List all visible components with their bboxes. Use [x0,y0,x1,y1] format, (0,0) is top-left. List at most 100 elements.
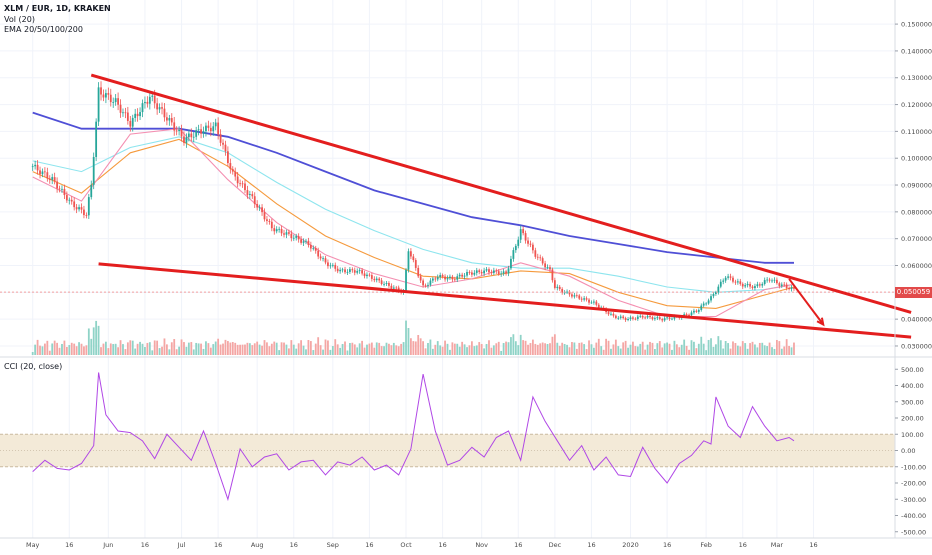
cci-band [0,433,895,468]
candle-body [56,181,58,189]
candle-body [256,203,259,208]
volume-bar [39,345,41,355]
ema-lines [32,111,795,318]
volume-bar [292,344,295,355]
candle-body [471,272,473,275]
volume-bar [373,347,376,355]
candle-body [46,172,49,179]
volume-bar [602,349,605,355]
volume-bar [402,342,405,355]
volume-bar [488,340,490,355]
candle-body [329,265,332,267]
time-tick-label: 16 [663,541,671,549]
volume-bar [729,348,732,355]
projection-arrow-shaft[interactable] [788,278,825,326]
candle-body [607,312,610,315]
candle-body [778,283,781,286]
time-tick-label: Jun [102,541,113,549]
candle-body [561,289,564,293]
volume-bar [217,338,220,355]
candle-body [497,271,500,275]
volume-bar [551,336,554,355]
candle-body [214,122,217,127]
price-tick-label: 0.130000 [901,74,932,82]
candle-body [266,219,268,221]
volume-bar [605,338,607,355]
volume-bar [117,347,119,355]
volume-bar [644,349,647,355]
cci-legend: CCI (20, close) [4,362,63,371]
volume-bar [300,340,302,355]
candle-body [431,278,434,281]
volume-bar [788,345,790,355]
candle-body [668,317,671,320]
candle-body [209,127,212,132]
time-tick-label: 16 [141,541,149,549]
trendlines[interactable] [90,73,912,339]
candle-body [585,298,588,300]
candle-body [710,296,712,301]
volume-bar [627,347,629,355]
volume-bar [785,339,788,355]
volume-bar [56,342,58,355]
volume-bar [514,341,517,355]
volume-bar [683,339,686,355]
candle-body [185,137,188,143]
volume-bar [478,342,481,355]
candle-body [158,107,161,110]
volume-bar [236,344,239,355]
volume-bar [522,340,525,355]
volume-bar [553,334,556,355]
candle-body [285,232,288,235]
volume-bar [122,344,124,355]
volume-bar [68,345,71,355]
volume-bar [44,343,46,355]
candle-body [490,272,493,274]
candle-body [275,229,278,232]
candle-body [661,319,664,321]
candle-body [407,251,410,270]
price-tick-label: 0.120000 [901,101,932,109]
candle-body [705,303,708,305]
candle-body [736,281,739,283]
candle-body [788,287,790,290]
volume-bar [607,340,610,355]
time-tick-label: 16 [65,541,73,549]
candle-body [122,112,124,114]
projection-arrow-head[interactable] [816,317,825,327]
candle-body [744,285,747,287]
ema-200-line [32,111,794,264]
volume-bar [571,342,573,355]
candle-body [346,271,349,273]
candle-body [422,280,424,286]
cci-tick-label: 300.00 [901,398,924,406]
candle-body [314,248,317,251]
price-tick-label: 0.040000 [901,316,932,324]
upper-trendline[interactable] [90,73,912,314]
volume-bar [668,343,671,355]
ema-100-line [32,136,795,293]
volume-bar [139,341,141,355]
candle-body [270,221,273,229]
volume-bar [410,338,412,355]
volume-bar [710,338,712,355]
volume-bars [31,320,795,355]
volume-bar [534,343,537,355]
volume-bar [322,349,324,355]
candle-body [702,303,705,306]
volume-bar [349,343,351,355]
candle-body [583,298,586,300]
volume-bar [527,344,529,355]
volume-bar [314,343,317,355]
candle-body [319,256,322,259]
lower-trendline[interactable] [98,262,912,339]
time-tick-label: 2020 [622,541,639,549]
candle-body [251,194,254,197]
time-tick-label: Mar [771,541,784,549]
volume-bar [736,345,739,355]
volume-bar [170,342,173,355]
candle-body [500,273,503,275]
candle-body [693,310,695,313]
